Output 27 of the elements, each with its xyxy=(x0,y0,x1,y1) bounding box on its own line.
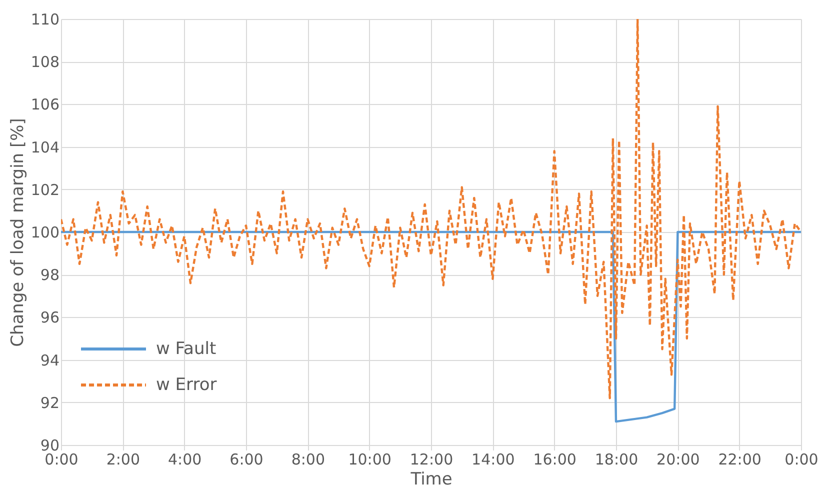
y-tick-label: 110 xyxy=(30,10,60,28)
x-tick-label: 10:00 xyxy=(348,450,392,468)
y-tick-label: 98 xyxy=(40,266,60,284)
y-tick-label: 92 xyxy=(40,394,60,412)
line-series xyxy=(61,230,801,423)
y-tick-label: 96 xyxy=(40,308,60,327)
y-tick-label: 104 xyxy=(30,138,60,156)
x-tick-label: 20:00 xyxy=(656,450,700,468)
x-tick-label: 0:00 xyxy=(784,450,818,468)
x-tick-label: 2:00 xyxy=(106,450,140,468)
x-tick-label: 12:00 xyxy=(410,450,454,468)
y-axis-title: Change of load margin [%] xyxy=(8,118,28,347)
x-tick-label: 8:00 xyxy=(291,450,326,468)
x-axis-title: Time xyxy=(410,470,452,490)
x-tick-label: 6:00 xyxy=(230,450,264,468)
x-tick-label: 4:00 xyxy=(168,450,202,468)
legend-label: w Fault xyxy=(156,339,216,359)
y-tick-label: 100 xyxy=(30,224,60,242)
x-tick-label: 16:00 xyxy=(533,450,576,468)
x-tick-label: 18:00 xyxy=(594,450,638,468)
y-tick-label: 106 xyxy=(30,96,60,114)
legend-label: w Error xyxy=(156,375,217,395)
y-tick-label: 108 xyxy=(30,53,60,72)
x-tick-label: 22:00 xyxy=(718,450,762,468)
y-tick-label: 94 xyxy=(40,351,60,370)
x-tick-label: 14:00 xyxy=(472,450,515,468)
y-tick-label: 102 xyxy=(30,180,60,199)
